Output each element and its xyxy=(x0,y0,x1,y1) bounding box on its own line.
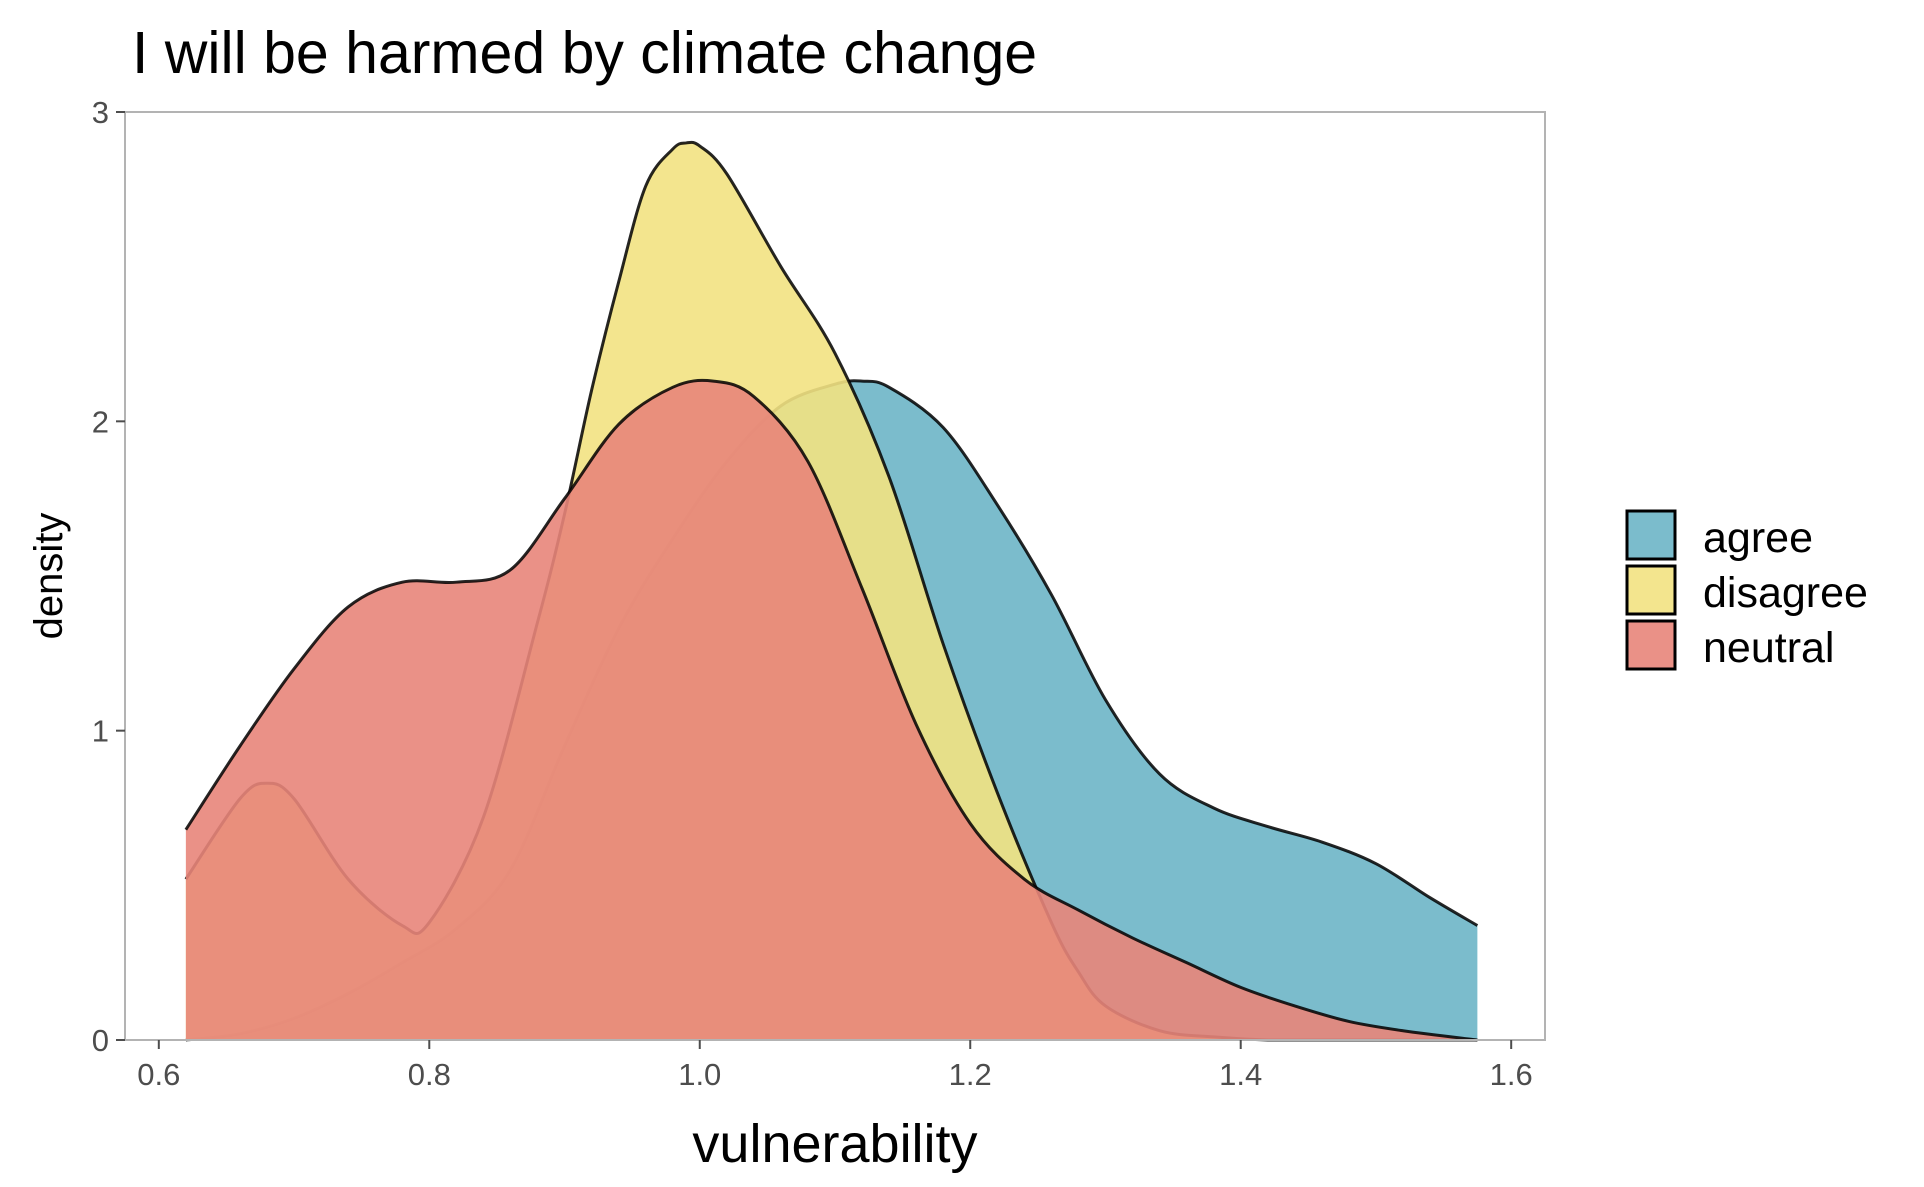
legend-key-agree xyxy=(1625,509,1677,561)
legend-label-agree: agree xyxy=(1703,514,1813,562)
density-line-neutral xyxy=(184,378,1478,1042)
x-tick-label: 1.0 xyxy=(678,1057,721,1092)
x-tick-label: 0.8 xyxy=(408,1057,451,1092)
legend-key-neutral xyxy=(1625,619,1677,671)
chart-title: I will be harmed by climate change xyxy=(132,20,1037,86)
y-tick-label: 1 xyxy=(92,714,109,749)
density-area-neutral xyxy=(185,380,1478,1040)
axes: 0.6 0.8 1.0 1.2 1.4 1.6 0 1 2 3 xyxy=(92,95,1533,1092)
y-tick-label: 2 xyxy=(92,404,109,439)
y-tick-label: 3 xyxy=(92,95,109,130)
y-axis-title: density xyxy=(27,513,71,640)
x-tick-label: 1.2 xyxy=(949,1057,992,1092)
plot-area xyxy=(184,140,1479,1042)
legend: agree disagree neutral xyxy=(1625,509,1868,672)
x-tick-label: 1.4 xyxy=(1219,1057,1262,1092)
plot-border xyxy=(124,111,1546,1041)
legend-key-disagree xyxy=(1625,564,1677,616)
x-axis-title: vulnerability xyxy=(692,1114,977,1174)
y-tick-label: 0 xyxy=(92,1023,109,1058)
x-tick-label: 1.6 xyxy=(1490,1057,1533,1092)
legend-label-disagree: disagree xyxy=(1703,569,1868,617)
legend-label-neutral: neutral xyxy=(1703,624,1834,672)
x-tick-label: 0.6 xyxy=(137,1057,180,1092)
